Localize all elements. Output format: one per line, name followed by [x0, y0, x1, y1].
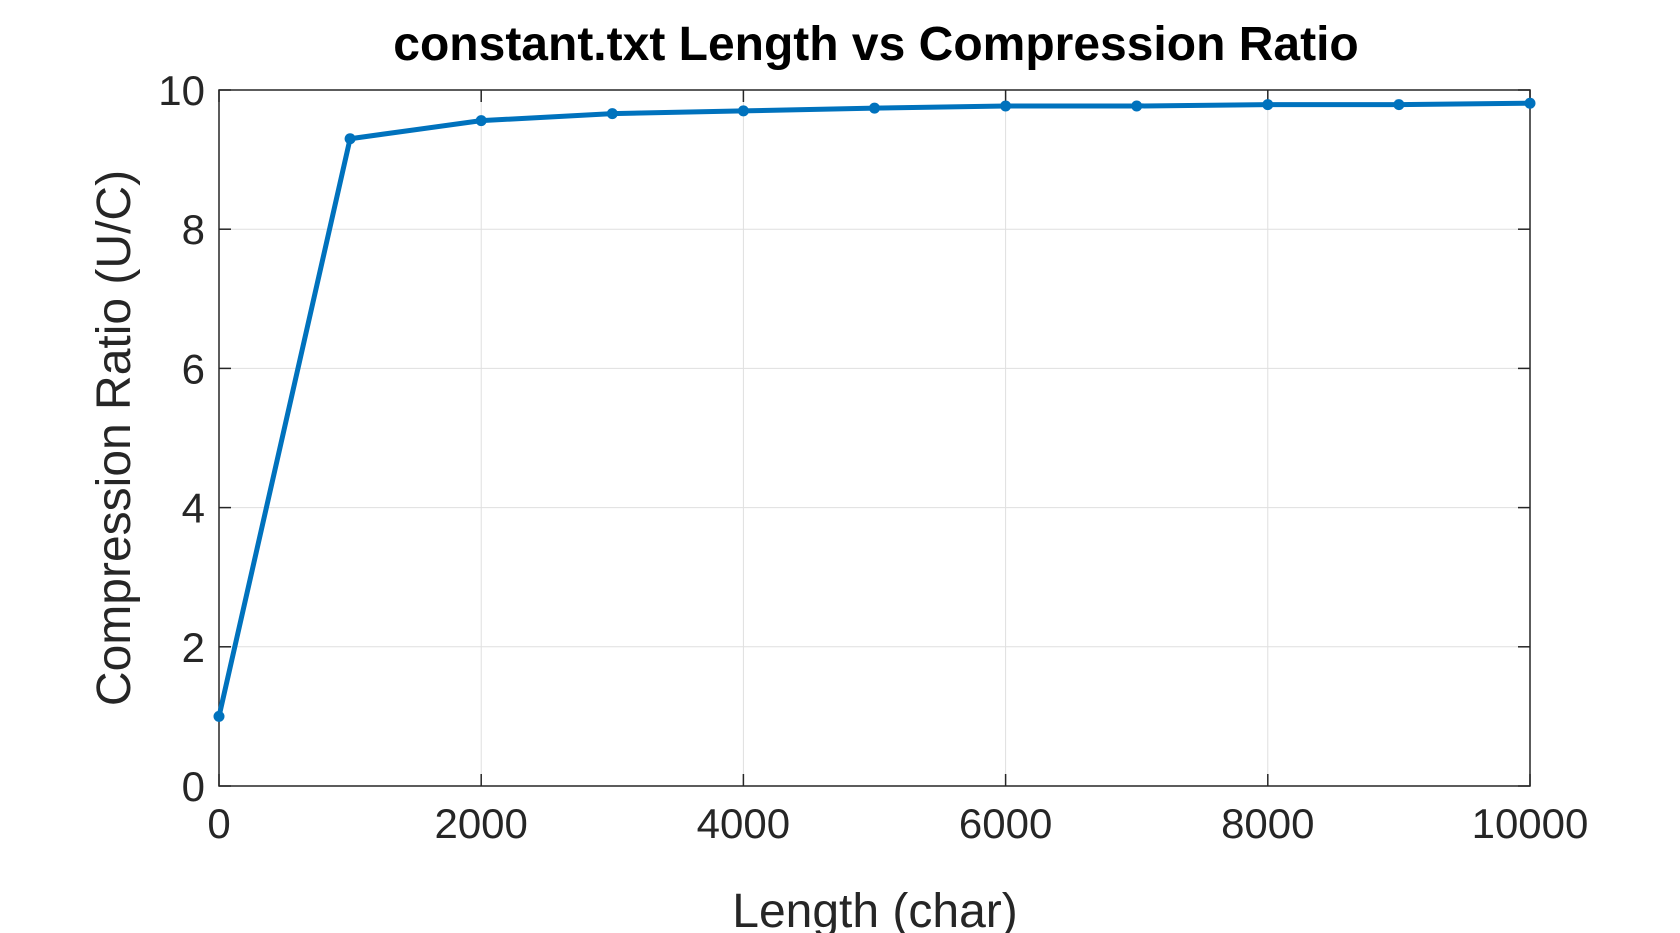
- y-tick-label: 2: [182, 624, 205, 671]
- data-point: [1000, 100, 1012, 112]
- y-tick-label: 4: [182, 485, 205, 532]
- axis-ticks: [218, 89, 1531, 787]
- x-axis-label: Length (char): [732, 885, 1018, 933]
- data-point: [1131, 100, 1143, 112]
- y-axis-label: Compression Ratio (U/C): [88, 170, 141, 706]
- grid: [218, 89, 1531, 787]
- x-tick-label: 0: [207, 800, 230, 847]
- data-point: [606, 108, 618, 120]
- y-tick-label: 0: [182, 763, 205, 810]
- data-point: [344, 133, 356, 145]
- x-tick-label: 6000: [959, 800, 1052, 847]
- x-tick-label: 8000: [1221, 800, 1314, 847]
- x-tick-label: 2000: [434, 800, 527, 847]
- plot-area: [218, 89, 1531, 787]
- y-tick-label: 8: [182, 206, 205, 253]
- data-point: [869, 102, 880, 114]
- x-tick-label: 4000: [697, 800, 790, 847]
- data-point: [213, 710, 225, 722]
- data-point: [475, 115, 487, 127]
- series-line: [216, 100, 1533, 719]
- data-point: [1393, 99, 1405, 111]
- data-points: [213, 97, 1536, 722]
- data-point: [1524, 97, 1536, 109]
- y-tick-label: 10: [158, 67, 205, 114]
- x-tick-label: 10000: [1472, 800, 1589, 847]
- data-point: [1262, 99, 1274, 111]
- tick-labels: 0 2000 4000 6000 8000 10000 0 2 4 6 8 10: [158, 67, 1588, 847]
- data-point: [737, 105, 749, 117]
- chart-title: constant.txt Length vs Compression Ratio: [393, 18, 1358, 71]
- y-tick-label: 6: [182, 345, 205, 392]
